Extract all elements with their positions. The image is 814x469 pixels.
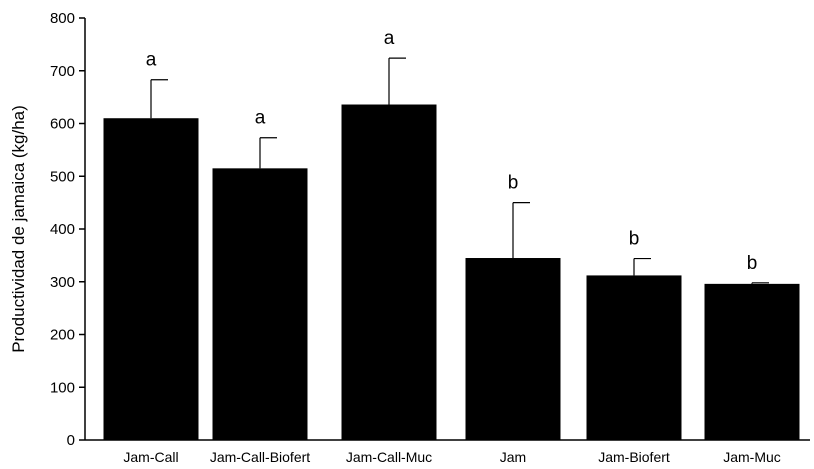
significance-letter: b <box>747 253 758 274</box>
bar-jam <box>465 258 561 440</box>
significance-letter: a <box>255 108 266 129</box>
category-label: Jam-Call-Muc <box>346 449 432 465</box>
bar-jam-call-biofert <box>212 168 308 440</box>
significance-letter: a <box>146 50 157 71</box>
y-tick-label: 200 <box>50 327 75 344</box>
y-tick-label: 400 <box>50 221 75 238</box>
category-label: Jam-Call-Biofert <box>210 449 310 465</box>
y-axis: 0 100 200 300 400 500 600 700 800 <box>50 10 86 449</box>
bar-jam-call <box>103 118 199 440</box>
category-labels: Jam-Call Jam-Call-Biofert Jam-Call-Muc Jam J… <box>123 449 780 465</box>
error-bars <box>150 57 769 284</box>
category-label: Jam <box>500 449 526 465</box>
significance-letter: b <box>508 173 519 194</box>
category-label: Jam-Muc <box>723 449 781 465</box>
y-tick-label: 600 <box>50 116 75 133</box>
y-tick-label: 300 <box>50 274 75 291</box>
bar-jam-call-muc <box>341 104 437 440</box>
significance-letter: a <box>384 28 395 49</box>
y-tick-label: 700 <box>50 63 75 80</box>
bars <box>103 104 800 440</box>
bar-jam-biofert <box>586 275 682 440</box>
y-tick-label: 500 <box>50 168 75 185</box>
significance-letters: a a a b b b <box>146 28 758 274</box>
y-tick-label: 0 <box>67 432 75 449</box>
bar-jam-muc <box>704 283 800 440</box>
y-axis-label: Productividad de jamaica (kg/ha) <box>9 105 28 353</box>
y-tick-label: 100 <box>50 379 75 396</box>
category-label: Jam-Call <box>123 449 178 465</box>
category-label: Jam-Biofert <box>598 449 670 465</box>
significance-letter: b <box>629 229 640 250</box>
y-tick-label: 800 <box>50 10 75 27</box>
